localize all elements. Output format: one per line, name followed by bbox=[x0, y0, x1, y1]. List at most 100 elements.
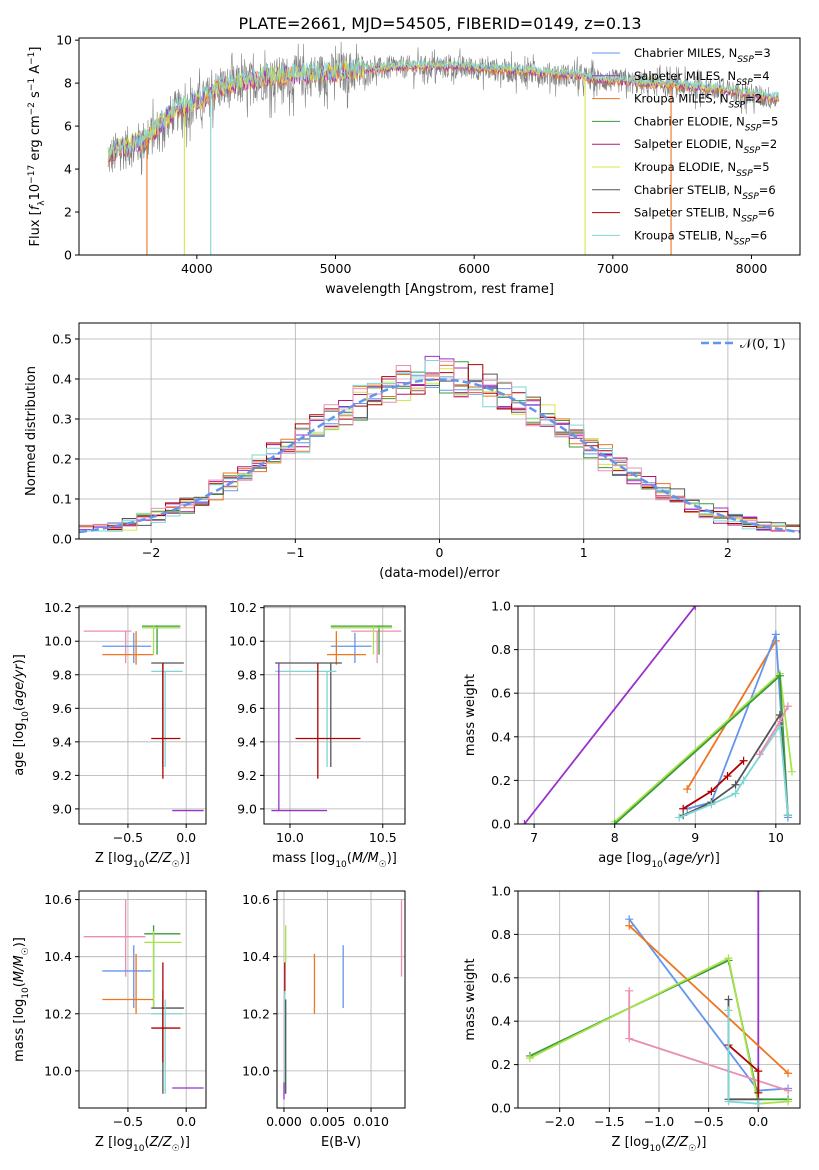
y-tick-label: 0.2 bbox=[491, 773, 511, 788]
x-tick-label: −0.5 bbox=[113, 1114, 143, 1129]
series-salpeter_stelib bbox=[679, 756, 748, 813]
axes-frame bbox=[78, 605, 207, 825]
y-tick-label: 10.6 bbox=[44, 892, 72, 907]
axes-frame bbox=[276, 890, 406, 1109]
axes-frame bbox=[263, 605, 406, 825]
series-marker bbox=[724, 1006, 733, 1015]
y-tick-label: 0.2 bbox=[52, 452, 72, 467]
x-tick-label: 4000 bbox=[181, 261, 213, 276]
plot-area bbox=[107, 41, 780, 255]
data-spectrum-line bbox=[107, 41, 780, 176]
errorbar-point-chabrier_elodie bbox=[330, 625, 393, 655]
errorbar-point-kroupa_stelib bbox=[151, 670, 183, 767]
legend-label: Kroupa ELODIE, NSSP=5 bbox=[634, 160, 770, 179]
series-marker bbox=[754, 1088, 763, 1097]
errorbar-point-salpeter_stelib bbox=[151, 962, 181, 1063]
axes-frame bbox=[78, 890, 207, 1109]
y-tick-label: 0.4 bbox=[52, 372, 72, 387]
errorbar-point-kroupa_miles bbox=[102, 953, 154, 1014]
series-marker bbox=[754, 1099, 763, 1108]
y-tick-label: 0.0 bbox=[52, 532, 72, 547]
y-tick-label: 0.8 bbox=[491, 927, 511, 942]
series-marker bbox=[775, 671, 784, 680]
series-marker bbox=[731, 780, 740, 789]
y-tick-label: 1.0 bbox=[491, 884, 511, 899]
series-marker bbox=[707, 800, 716, 809]
series-marker bbox=[755, 750, 764, 759]
y-tick-label: 9.2 bbox=[52, 768, 72, 783]
y-tick-label: 9.0 bbox=[237, 801, 257, 816]
series-pink bbox=[625, 986, 793, 1095]
x-tick-label: 7 bbox=[530, 830, 538, 845]
x-tick-label: 9 bbox=[691, 830, 699, 845]
model-spectrum-kroupa_stelib bbox=[107, 59, 779, 160]
figure-title: PLATE=2661, MJD=54505, FIBERID=0149, z=0… bbox=[238, 14, 641, 33]
errorbar-point-lime bbox=[330, 626, 393, 655]
x-tick-label: 1 bbox=[580, 545, 588, 560]
y-tick-label: 9.0 bbox=[52, 801, 72, 816]
spectrum-x-label: wavelength [Angstrom, rest frame] bbox=[325, 282, 554, 297]
massweight_vs_Z-y-label: mass weight bbox=[463, 958, 478, 1040]
y-tick-label: 0.5 bbox=[52, 332, 72, 347]
series-chabrier_stelib bbox=[679, 711, 792, 820]
x-tick-label: 0.0 bbox=[176, 830, 196, 845]
y-tick-label: 10.6 bbox=[242, 892, 270, 907]
y-tick-label: 9.8 bbox=[52, 667, 72, 682]
series-marker bbox=[683, 785, 692, 794]
errorbar-point-kroupa_miles bbox=[327, 631, 367, 665]
series-marker bbox=[520, 820, 529, 824]
series-marker bbox=[625, 921, 634, 930]
y-tick-label: 0.4 bbox=[491, 1014, 511, 1029]
series-marker bbox=[675, 813, 684, 822]
y-tick-label: 0.0 bbox=[491, 817, 511, 832]
series-kroupa_stelib bbox=[675, 721, 792, 822]
y-tick-label: 6 bbox=[64, 119, 72, 134]
series-marker bbox=[724, 995, 733, 1004]
series-line bbox=[682, 712, 789, 817]
errorbar-point-pink bbox=[83, 899, 146, 977]
x-tick-label: 0.005 bbox=[310, 1114, 346, 1129]
series-marker bbox=[771, 630, 780, 639]
series-marker bbox=[784, 1086, 793, 1095]
y-tick-label: 0.4 bbox=[491, 729, 511, 744]
y-tick-label: 10 bbox=[56, 33, 72, 48]
y-tick-label: 8 bbox=[64, 76, 72, 91]
x-tick-label: −2.0 bbox=[545, 1114, 575, 1129]
age_vs_Z-y-label: age [log10(age/yr)] bbox=[12, 654, 31, 776]
normal-curve bbox=[79, 378, 800, 534]
y-tick-label: 1.0 bbox=[491, 599, 511, 614]
legend-label: Salpeter MILES, NSSP=4 bbox=[634, 69, 770, 88]
y-tick-label: 4 bbox=[64, 162, 72, 177]
y-tick-label: 10.2 bbox=[44, 1006, 72, 1021]
x-tick-label: 5000 bbox=[320, 261, 352, 276]
errorbar-point-pink bbox=[83, 630, 132, 664]
panel-mass_vs_Z: −0.5 0.0 10.0 10.2 10.4 10.6 Z [log10(Z/Z☉)] ma… bbox=[12, 890, 207, 1154]
panel-residuals: −2 −1 0 1 2 0.0 0.1 0.2 0.3 0.4 0.5 (data-model)/er… bbox=[24, 322, 801, 581]
x-tick-label: −1 bbox=[286, 545, 304, 560]
x-tick-label: 0.000 bbox=[266, 1114, 302, 1129]
series-marker bbox=[724, 954, 733, 963]
series-marker bbox=[783, 811, 792, 820]
errorbar-point-chabrier_stelib bbox=[151, 662, 184, 767]
series-line bbox=[678, 723, 789, 819]
series-salpeter_stelib bbox=[724, 1041, 763, 1097]
series-marker bbox=[787, 767, 796, 776]
legend-label: Chabrier MILES, NSSP=3 bbox=[634, 46, 771, 65]
errorbar-point-salpeter_miles bbox=[271, 663, 328, 812]
plot-area bbox=[79, 355, 800, 534]
errorbar-point-kroupa_miles bbox=[102, 631, 154, 665]
x-tick-label: 0 bbox=[436, 545, 444, 560]
y-tick-label: 2 bbox=[64, 205, 72, 220]
x-tick-label: −1.5 bbox=[594, 1114, 624, 1129]
x-tick-label: −1.0 bbox=[644, 1114, 674, 1129]
y-tick-label: 10.0 bbox=[242, 1063, 270, 1078]
errorbar-point-chabrier_stelib bbox=[275, 662, 342, 767]
legend-label: Chabrier STELIB, NSSP=6 bbox=[634, 183, 776, 202]
residuals-x-label: (data-model)/error bbox=[379, 566, 500, 581]
mass_vs_ebv-x-label: E(B-V) bbox=[321, 1135, 361, 1150]
series-marker bbox=[724, 1097, 733, 1106]
axes-frame bbox=[517, 605, 801, 825]
x-tick-label: −2 bbox=[142, 545, 160, 560]
